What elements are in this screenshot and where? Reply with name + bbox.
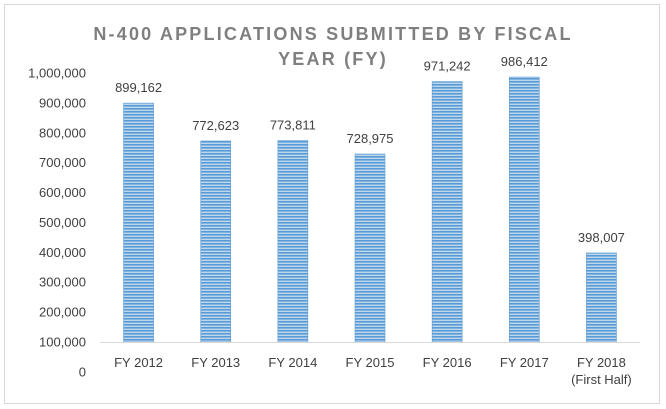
x-tick-label: (First Half) bbox=[571, 372, 632, 387]
bar bbox=[431, 81, 463, 343]
y-tick-label: 0 bbox=[79, 365, 86, 380]
y-tick-label: 200,000 bbox=[39, 305, 86, 320]
y-tick-label: 300,000 bbox=[39, 275, 86, 290]
y-axis-ticks: 0 100,000 200,000 300,000 400,000 500,000 600,… bbox=[28, 66, 86, 380]
data-label: 772,623 bbox=[192, 118, 239, 133]
data-label: 971,242 bbox=[424, 59, 471, 74]
x-tick-label: FY 2016 bbox=[423, 355, 472, 370]
data-label: 986,412 bbox=[501, 54, 548, 69]
bar bbox=[586, 252, 617, 343]
x-tick-label: FY 2013 bbox=[191, 355, 240, 370]
x-tick-label: FY 2012 bbox=[114, 355, 163, 370]
y-tick-label: 100,000 bbox=[39, 335, 86, 350]
data-label: 728,975 bbox=[347, 131, 394, 146]
data-label: 899,162 bbox=[115, 80, 162, 95]
y-tick-label: 900,000 bbox=[39, 95, 86, 110]
data-labels: 899,162 772,623 773,811 728,975 971,242 986,4… bbox=[115, 54, 625, 245]
y-tick-label: 500,000 bbox=[39, 215, 86, 230]
y-tick-label: 1,000,000 bbox=[28, 66, 86, 81]
y-tick-label: 400,000 bbox=[39, 245, 86, 260]
bar bbox=[277, 140, 309, 343]
bar bbox=[123, 102, 154, 343]
x-axis-ticks: FY 2012 FY 2013 FY 2014 FY 2015 FY 2016 FY 20… bbox=[114, 355, 632, 387]
x-tick-label: FY 2017 bbox=[500, 355, 549, 370]
y-tick-label: 800,000 bbox=[39, 125, 86, 140]
chart-title-line-1: N-400 APPLICATIONS SUBMITTED BY FISCAL bbox=[93, 24, 573, 44]
bar bbox=[508, 76, 540, 343]
bar bbox=[200, 140, 232, 343]
data-label: 398,007 bbox=[578, 230, 625, 245]
chart-title: N-400 APPLICATIONS SUBMITTED BY FISCAL Y… bbox=[0, 22, 666, 72]
y-tick-label: 600,000 bbox=[39, 185, 86, 200]
bars bbox=[123, 76, 617, 343]
y-tick-label: 700,000 bbox=[39, 155, 86, 170]
chart-frame bbox=[4, 4, 660, 404]
data-label: 773,811 bbox=[270, 118, 316, 133]
x-tick-label: FY 2014 bbox=[268, 355, 317, 370]
x-tick-label: FY 2015 bbox=[346, 355, 395, 370]
bar bbox=[354, 153, 386, 343]
x-tick-label: FY 2018 bbox=[577, 355, 626, 370]
chart-title-line-2: YEAR (FY) bbox=[278, 49, 388, 69]
